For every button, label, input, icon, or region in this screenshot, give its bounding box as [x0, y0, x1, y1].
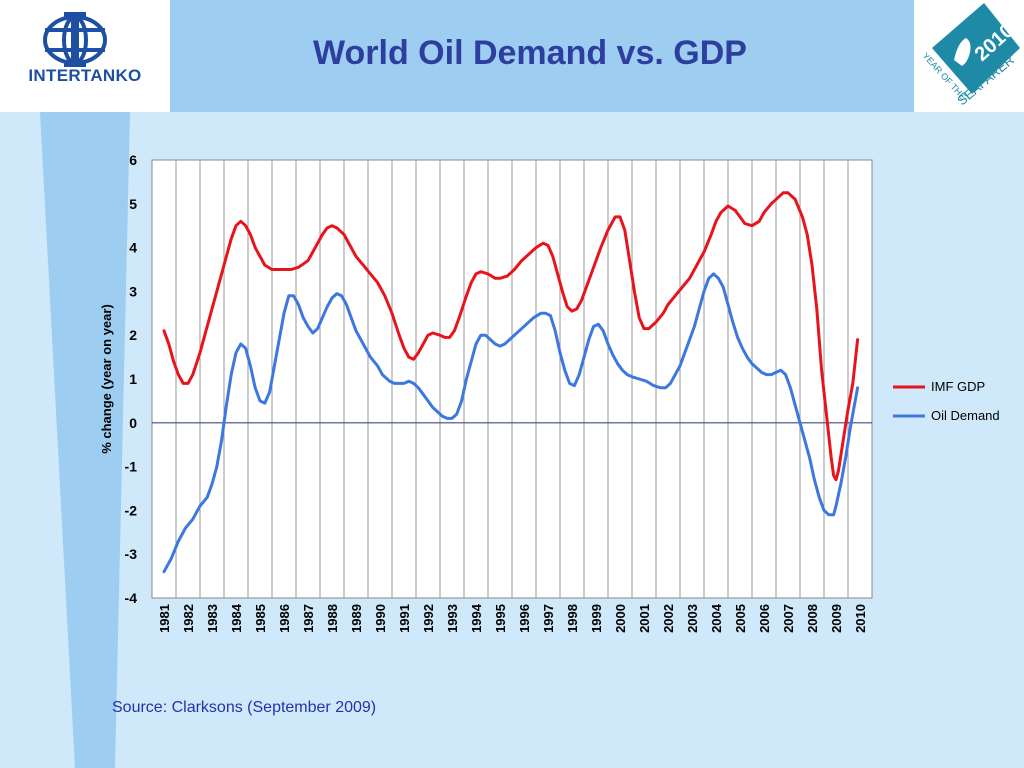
x-tick-label: 1991	[397, 604, 412, 633]
x-tick-label: 1983	[205, 604, 220, 633]
x-tick-label: 1997	[541, 604, 556, 633]
x-tick-label: 1985	[253, 604, 268, 633]
legend-label: IMF GDP	[931, 379, 985, 394]
x-tick-label: 2009	[829, 604, 844, 633]
x-tick-label: 1992	[421, 604, 436, 633]
x-tick-label: 1984	[229, 603, 244, 633]
y-tick-label: 5	[129, 196, 137, 212]
intertanko-logo: INTERTANKO	[0, 0, 170, 112]
source-note: Source: Clarksons (September 2009)	[112, 699, 377, 716]
y-tick-label: 6	[129, 152, 137, 168]
legend-label: Oil Demand	[931, 408, 1000, 423]
x-tick-label: 1989	[349, 604, 364, 633]
x-tick-label: 2004	[709, 603, 724, 633]
x-tick-label: 2006	[757, 604, 772, 633]
x-tick-label: 1990	[373, 604, 388, 633]
legend: IMF GDP Oil Demand	[893, 379, 1000, 423]
page-title: World Oil Demand vs. GDP	[313, 34, 747, 72]
x-tick-label: 1999	[589, 604, 604, 633]
logo-text: INTERTANKO	[28, 66, 142, 85]
header-bar: INTERTANKO World Oil Demand vs. GDP 2010…	[0, 0, 1024, 112]
x-tick-label: 1981	[157, 604, 172, 633]
x-tick-label: 2003	[685, 604, 700, 633]
y-tick-label: 3	[129, 283, 137, 299]
x-tick-label: 2008	[805, 604, 820, 633]
x-tick-label: 2005	[733, 604, 748, 633]
x-tick-label: 2007	[781, 604, 796, 633]
series-line-oil-demand	[162, 272, 860, 574]
series-line-imf-gdp	[162, 191, 860, 482]
x-tick-label: 2010	[853, 604, 868, 633]
seafarer-badge-icon: 2010 YEAR OF THE SEAFARER	[921, 3, 1020, 108]
x-tick-label: 1993	[445, 604, 460, 633]
y-tick-label: -3	[125, 546, 138, 562]
y-tick-label: 0	[129, 415, 137, 431]
x-tick-label: 1998	[565, 604, 580, 633]
y-axis-label: % change (year on year)	[99, 304, 114, 454]
y-tick-label: 1	[129, 371, 137, 387]
globe-icon	[43, 12, 107, 67]
x-tick-label: 1986	[277, 604, 292, 633]
x-tick-label: 1995	[493, 604, 508, 633]
x-tick-label: 1996	[517, 604, 532, 633]
x-tick-label: 1988	[325, 604, 340, 633]
series-layer	[162, 191, 860, 574]
y-tick-label: 2	[129, 327, 137, 343]
x-tick-label: 2000	[613, 604, 628, 633]
seafarer-badge: 2010 YEAR OF THE SEAFARER	[914, 0, 1024, 112]
x-tick-label: 2002	[661, 604, 676, 633]
y-tick-label: -1	[125, 459, 138, 475]
y-axis-ticks: 6 5 4 3 2 1 0 -1 -2 -3 -4	[125, 152, 138, 606]
decorative-stripe	[40, 112, 130, 768]
y-tick-label: -4	[125, 590, 138, 606]
x-tick-label: 1982	[181, 604, 196, 633]
x-tick-label: 1987	[301, 604, 316, 633]
y-tick-label: -2	[125, 502, 138, 518]
x-axis-ticks: 1981 1982 1983 1984 1985 1986 1987 1988 1989 1990…	[157, 603, 868, 633]
x-tick-label: 2001	[637, 604, 652, 633]
y-tick-label: 4	[129, 240, 137, 256]
x-tick-label: 1994	[469, 603, 484, 633]
